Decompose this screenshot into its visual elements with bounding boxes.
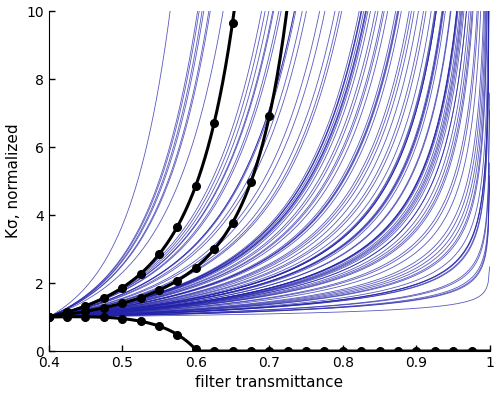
- X-axis label: filter transmittance: filter transmittance: [195, 375, 344, 390]
- Y-axis label: Kσ, normalized: Kσ, normalized: [6, 124, 20, 238]
